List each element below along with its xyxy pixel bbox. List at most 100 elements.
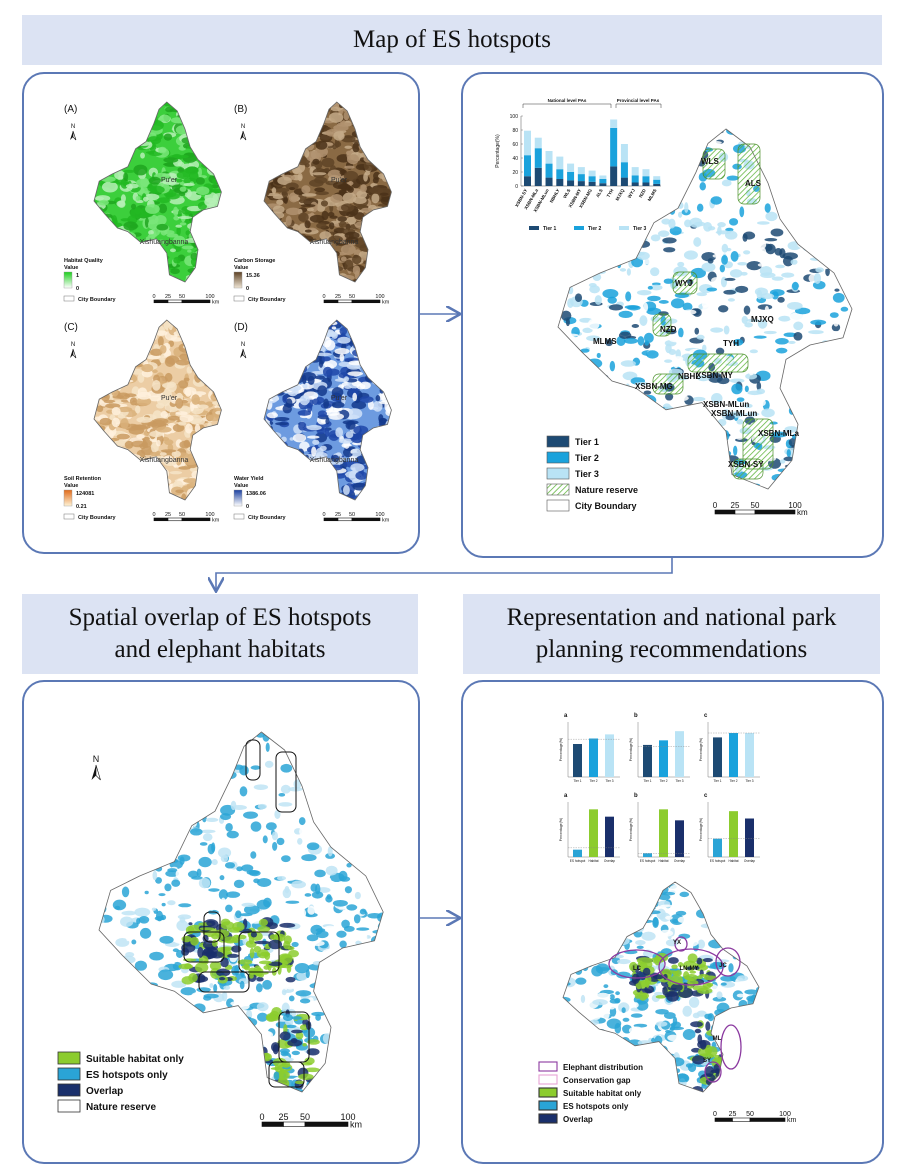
texture-spot: [804, 436, 815, 440]
texture-spot: [102, 239, 109, 245]
texture-spot: [231, 965, 239, 976]
texture-spot: [266, 372, 272, 377]
scale-label: 25: [731, 501, 740, 510]
texture-spot: [117, 200, 126, 208]
texture-spot: [285, 354, 300, 361]
texture-spot: [149, 185, 165, 194]
texture-spot: [154, 479, 166, 486]
texture-spot: [99, 102, 109, 106]
texture-spot: [812, 166, 817, 172]
texture-spot: [624, 391, 635, 399]
texture-spot: [197, 201, 208, 210]
texture-spot: [324, 410, 340, 416]
texture-spot: [328, 235, 343, 243]
texture-spot: [111, 344, 121, 351]
texture-spot: [216, 238, 222, 247]
texture-spot: [302, 251, 312, 257]
texture-spot: [108, 116, 120, 120]
texture-spot: [316, 876, 332, 883]
texture-spot: [775, 338, 789, 345]
texture-spot: [342, 743, 358, 753]
texture-spot: [366, 453, 380, 459]
texture-spot: [203, 276, 211, 281]
texture-spot: [309, 214, 325, 223]
texture-spot: [264, 387, 275, 392]
texture-spot: [381, 229, 387, 237]
texture-spot: [627, 471, 635, 477]
texture-spot: [328, 266, 344, 272]
texture-spot: [836, 239, 841, 248]
texture-spot: [677, 261, 685, 267]
texture-spot: [117, 406, 133, 413]
texture-spot: [331, 800, 343, 809]
texture-spot: [126, 277, 135, 282]
texture-spot: [121, 910, 137, 916]
texture-spot: [847, 472, 852, 483]
texture-spot: [207, 264, 213, 271]
texture-spot: [357, 744, 374, 752]
texture-spot: [361, 340, 370, 347]
texture-spot: [131, 488, 144, 499]
texture-spot: [160, 411, 169, 418]
scale-bar-segment: [337, 299, 353, 304]
texture-spot: [282, 1014, 293, 1022]
north-label: N: [241, 342, 245, 348]
texture-spot: [674, 169, 684, 175]
texture-spot: [179, 320, 185, 327]
texture-spot: [306, 1048, 320, 1056]
texture-spot: [354, 790, 364, 800]
texture-spot: [187, 267, 201, 274]
texture-spot: [179, 186, 187, 192]
overlap-map-boundary: [98, 731, 384, 1093]
texture-spot: [299, 827, 305, 836]
texture-spot: [115, 179, 127, 185]
texture-spot: [125, 456, 131, 463]
chart-xtick: MJXQ: [615, 188, 626, 202]
texture-spot: [199, 842, 208, 846]
texture-spot: [601, 443, 612, 452]
texture-spot: [179, 749, 191, 756]
texture-spot: [269, 365, 280, 374]
texture-spot: [670, 298, 685, 309]
texture-spot: [328, 268, 334, 274]
texture-spot: [274, 417, 290, 422]
texture-spot: [282, 191, 289, 198]
texture-spot: [212, 135, 222, 142]
texture-spot: [638, 129, 644, 134]
es-map-texture: [94, 102, 222, 282]
texture-spot: [356, 775, 370, 782]
texture-spot: [120, 359, 136, 371]
texture-spot: [295, 990, 312, 997]
texture-spot: [668, 336, 685, 343]
texture-spot: [290, 492, 298, 497]
texture-spot: [659, 904, 674, 908]
texture-spot: [264, 467, 267, 472]
texture-spot: [294, 123, 300, 133]
texture-spot: [296, 243, 308, 248]
texture-spot: [291, 1088, 304, 1092]
texture-spot: [208, 333, 217, 343]
legend-label: Tier 2: [575, 453, 599, 463]
texture-spot: [728, 963, 734, 973]
texture-spot: [630, 441, 642, 452]
texture-spot: [837, 216, 849, 223]
texture-spot: [286, 255, 295, 261]
bar-tier-3: [556, 156, 564, 170]
texture-spot: [152, 1022, 157, 1030]
texture-spot: [784, 389, 789, 398]
texture-spot: [597, 258, 610, 265]
mini-chart-bar: [713, 737, 722, 777]
texture-spot: [125, 818, 141, 827]
texture-spot: [389, 245, 392, 255]
texture-spot: [302, 383, 308, 389]
texture-spot: [208, 117, 222, 127]
texture-spot: [375, 395, 381, 402]
texture-spot: [282, 395, 288, 403]
texture-spot: [219, 205, 222, 211]
texture-spot: [177, 215, 193, 220]
texture-spot: [663, 278, 674, 284]
texture-spot: [596, 884, 611, 892]
texture-spot: [147, 1022, 154, 1027]
texture-spot: [94, 341, 99, 353]
